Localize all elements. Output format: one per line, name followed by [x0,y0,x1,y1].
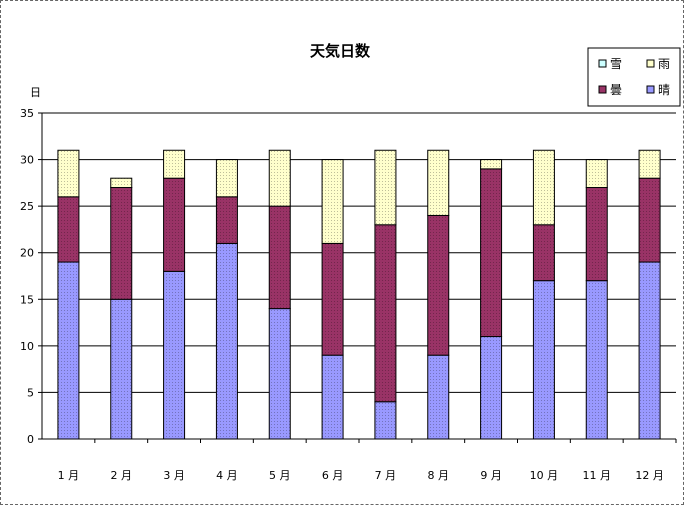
bars [57,149,661,440]
bar-texture [110,178,132,188]
legend-swatch [646,59,655,68]
bar-texture [586,280,608,439]
legend-label: 曇 [610,83,622,97]
bar-texture [586,159,608,188]
legend-label: 雪 [610,57,622,71]
bar-texture [374,150,396,225]
x-tick-label: 1 月 [58,469,80,482]
x-tick-label: 6 月 [322,469,344,482]
bar-texture [639,262,661,439]
bar-texture [374,401,396,439]
x-tick-label: 11 月 [583,469,612,482]
bar-texture [480,168,502,337]
x-tick-label: 7 月 [375,469,397,482]
chart-title: 天気日数 [310,42,371,60]
y-axis-ticks: 0 5 10 15 20 25 30 35 [20,107,42,446]
y-tick-label: 20 [20,247,34,260]
x-tick-label: 5 月 [269,469,291,482]
bar-texture [586,187,608,281]
y-tick-label: 5 [27,386,34,399]
bar-texture [163,178,185,272]
bar-texture [269,150,291,207]
bar-texture [57,150,79,197]
y-tick-label: 30 [20,154,34,167]
bar-texture [269,206,291,309]
legend-label: 雨 [658,57,670,71]
bar-texture [427,355,449,439]
y-tick-label: 10 [20,340,34,353]
legend: 雪 雨曇 晴 [587,47,681,107]
x-tick-label: 12 月 [635,469,664,482]
x-tick-label: 9 月 [480,469,502,482]
legend-swatch [598,85,607,94]
bar-texture [639,150,661,179]
bar-texture [427,215,449,356]
legend-label: 晴 [658,83,670,97]
bar-texture [163,150,185,179]
bar-texture [163,271,185,439]
bar-texture [322,355,344,439]
y-tick-label: 35 [20,107,34,120]
y-axis-label: 日 [30,86,41,99]
bar-texture [533,280,555,439]
y-tick-label: 25 [20,200,34,213]
bar-texture [110,299,132,439]
x-tick-label: 2 月 [111,469,133,482]
y-tick-label: 0 [27,433,34,446]
bar-texture [374,224,396,402]
bar-texture [480,336,502,439]
x-tick-label: 4 月 [216,469,238,482]
y-tick-label: 15 [20,293,34,306]
bar-texture [427,150,449,216]
gridlines [42,112,676,393]
legend-swatch [646,85,655,94]
bar-texture [639,178,661,263]
x-tick-label: 8 月 [428,469,450,482]
bar-texture [533,224,555,281]
bar-texture [216,196,238,244]
bar-texture [480,159,502,169]
x-tick-label: 3 月 [163,469,185,482]
bar-texture [533,150,555,225]
bar-texture [322,159,344,244]
legend-box [587,47,681,107]
bar-texture [110,187,132,300]
bar-texture [57,196,79,263]
bar-texture [57,262,79,439]
bar-texture [216,159,238,197]
legend-swatch [598,59,607,68]
bar-texture [216,243,238,439]
bar-texture [322,243,344,356]
bar-texture [269,308,291,439]
x-axis-ticks: 1 月 2 月 3 月 4 月 5 月 6 月 7 月 8 月 9 月 10 月 11 月 12 月 [58,439,677,482]
x-tick-label: 10 月 [530,469,559,482]
